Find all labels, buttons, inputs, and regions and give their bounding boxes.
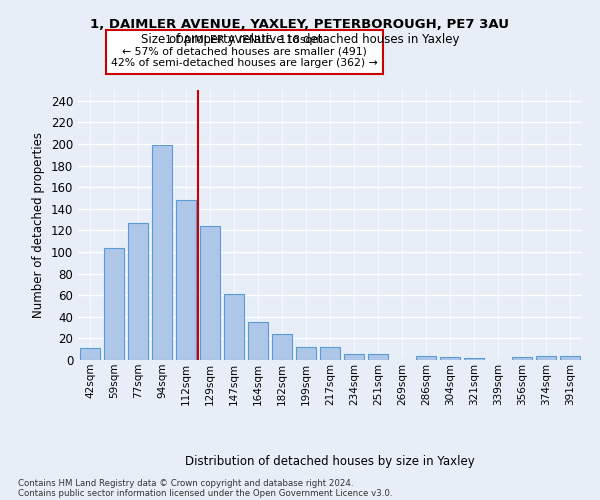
Bar [536, 356, 556, 360]
Bar [80, 348, 100, 360]
Bar [224, 294, 244, 360]
Bar [296, 347, 316, 360]
Bar [104, 248, 124, 360]
Bar [248, 322, 268, 360]
Bar [440, 357, 460, 360]
Bar [512, 357, 532, 360]
Bar [176, 200, 196, 360]
Bar [560, 356, 580, 360]
Text: Contains public sector information licensed under the Open Government Licence v3: Contains public sector information licen… [18, 488, 392, 498]
Bar [368, 354, 388, 360]
Bar [200, 226, 220, 360]
Y-axis label: Number of detached properties: Number of detached properties [32, 132, 45, 318]
Bar [272, 334, 292, 360]
Bar [464, 358, 484, 360]
Text: 1 DAIMLER AVENUE: 118sqm
← 57% of detached houses are smaller (491)
42% of semi-: 1 DAIMLER AVENUE: 118sqm ← 57% of detach… [111, 35, 377, 68]
Bar [152, 145, 172, 360]
Text: 1, DAIMLER AVENUE, YAXLEY, PETERBOROUGH, PE7 3AU: 1, DAIMLER AVENUE, YAXLEY, PETERBOROUGH,… [91, 18, 509, 30]
Bar [344, 354, 364, 360]
Text: Size of property relative to detached houses in Yaxley: Size of property relative to detached ho… [141, 32, 459, 46]
Bar [128, 223, 148, 360]
Text: Distribution of detached houses by size in Yaxley: Distribution of detached houses by size … [185, 454, 475, 468]
Text: Contains HM Land Registry data © Crown copyright and database right 2024.: Contains HM Land Registry data © Crown c… [18, 478, 353, 488]
Bar [416, 356, 436, 360]
Bar [320, 347, 340, 360]
